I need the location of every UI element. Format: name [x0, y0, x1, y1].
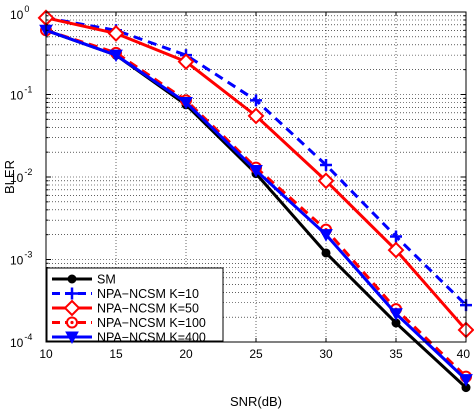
data-point: [250, 94, 262, 107]
legend-marker: [65, 331, 79, 345]
legend-label: NPA−NCSM K=10: [97, 287, 199, 301]
legend-marker: [67, 274, 77, 284]
y-tick-label: 10-3: [10, 250, 32, 268]
y-tick-label: 10-1: [10, 85, 32, 103]
legend-entry: NPA−NCSM K=50: [52, 299, 199, 317]
legend-marker: [66, 287, 78, 300]
data-point: [317, 172, 335, 190]
data-point: [321, 248, 331, 258]
series-layer: [37, 9, 474, 393]
legend-entry: SM: [52, 273, 116, 287]
data-point: [247, 107, 265, 125]
legend-label: NPA−NCSM K=100: [97, 316, 206, 330]
data-point: [387, 241, 405, 259]
x-tick-label: 30: [319, 347, 333, 361]
legend-label: SM: [97, 273, 116, 287]
data-point: [177, 53, 195, 71]
legend-entry: NPA−NCSM K=100: [52, 316, 206, 330]
x-tick-label: 20: [179, 347, 193, 361]
data-point: [319, 229, 333, 242]
legend-label: NPA−NCSM K=400: [97, 331, 206, 345]
x-tick-label: 10: [39, 347, 53, 361]
x-tick-label: 40: [457, 347, 471, 361]
data-point: [179, 96, 193, 110]
legend-entry: NPA−NCSM K=10: [52, 287, 199, 301]
data-point: [390, 230, 402, 243]
series-3: [37, 9, 474, 339]
data-point: [109, 49, 123, 63]
data-point: [107, 25, 125, 42]
data-point: [389, 308, 403, 321]
x-tick-label: 15: [109, 347, 123, 361]
legend-label: NPA−NCSM K=50: [97, 302, 199, 316]
data-point: [249, 164, 263, 178]
x-tick-label: 25: [249, 347, 263, 361]
x-tick-label: 35: [389, 347, 403, 361]
tick-marks: [45, 11, 467, 343]
y-axis-label: BLER: [2, 160, 17, 194]
x-axis-label: SNR(dB): [230, 394, 282, 409]
legend-marker: [63, 299, 81, 317]
y-tick-label: 100: [10, 4, 29, 22]
y-tick-label: 10-4: [10, 332, 32, 350]
data-point: [320, 158, 332, 171]
x-tick-labels: 10 15 20 25 30 35 40: [39, 347, 470, 361]
data-point: [459, 374, 473, 387]
legend-entry: NPA−NCSM K=400: [52, 331, 206, 345]
